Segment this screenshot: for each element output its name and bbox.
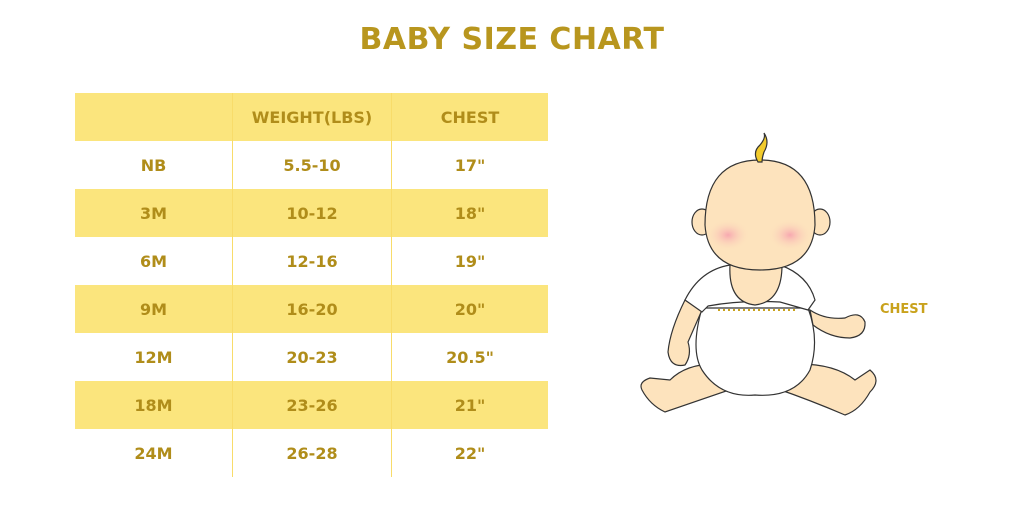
table-row: 3M 10-12 18" [75, 189, 548, 237]
chest-cell: 20" [454, 299, 486, 319]
chest-cell: 19" [454, 251, 486, 271]
table-row: 18M 23-26 21" [75, 381, 548, 429]
table-header-row: WEIGHT(LBS) CHEST [75, 93, 548, 141]
size-cell: 24M [134, 443, 173, 463]
weight-cell: 5.5-10 [232, 141, 392, 189]
chest-cell: 21" [454, 395, 486, 415]
weight-cell: 16-20 [232, 285, 392, 333]
header-chest: CHEST [440, 107, 500, 127]
weight-cell: 23-26 [232, 381, 392, 429]
table-row: 12M 20-23 20.5" [75, 333, 548, 381]
chest-cell: 18" [454, 203, 486, 223]
weight-cell: 20-23 [232, 333, 392, 381]
chest-cell: 22" [454, 443, 486, 463]
baby-illustration [640, 132, 877, 416]
weight-cell: 26-28 [232, 429, 392, 477]
chest-cell: 17" [454, 155, 486, 175]
table-row: 9M 16-20 20" [75, 285, 548, 333]
size-cell: 3M [139, 203, 168, 223]
size-table: WEIGHT(LBS) CHEST NB 5.5-10 17" 3M 10-12… [75, 93, 548, 477]
header-size [75, 93, 232, 141]
size-cell: 9M [139, 299, 168, 319]
size-cell: NB [140, 155, 167, 175]
size-cell: 12M [134, 347, 173, 367]
header-weight: WEIGHT(LBS) [232, 93, 392, 141]
size-cell: 6M [139, 251, 168, 271]
chest-label: CHEST [880, 302, 928, 317]
table-row: 6M 12-16 19" [75, 237, 548, 285]
weight-cell: 10-12 [232, 189, 392, 237]
table-row: 24M 26-28 22" [75, 429, 548, 477]
table-row: NB 5.5-10 17" [75, 141, 548, 189]
weight-cell: 12-16 [232, 237, 392, 285]
chest-cell: 20.5" [446, 347, 494, 367]
page-title: BABY SIZE CHART [359, 22, 665, 57]
size-cell: 18M [134, 395, 173, 415]
